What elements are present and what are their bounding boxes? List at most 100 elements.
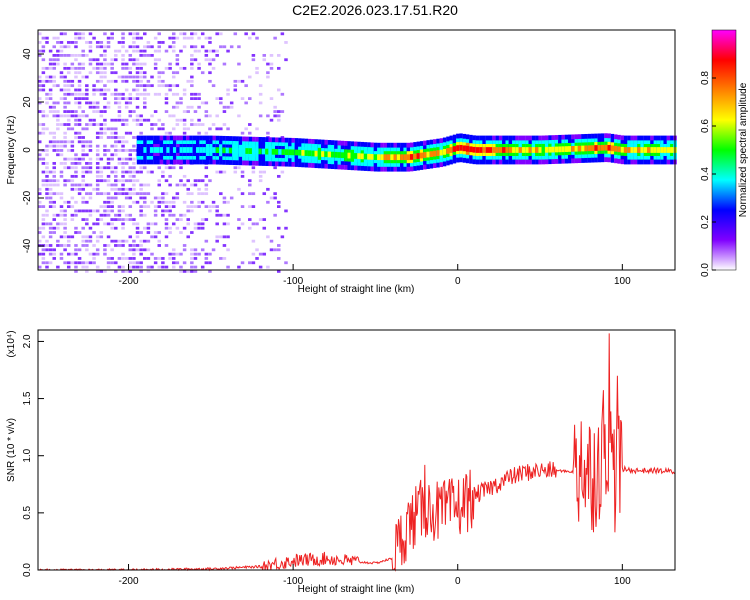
spectrogram-cell bbox=[103, 192, 107, 196]
spectrogram-cell bbox=[182, 32, 187, 36]
spectrogram-cell bbox=[74, 66, 78, 70]
spectrogram-ridge-cell bbox=[561, 146, 565, 153]
spectrogram-cell bbox=[157, 71, 161, 75]
spectrogram-cell bbox=[204, 239, 209, 243]
spectrogram-cell bbox=[114, 127, 118, 131]
spectrogram-cell bbox=[38, 252, 42, 256]
spectrogram-cell bbox=[70, 187, 75, 191]
spectrogram-cell bbox=[132, 118, 136, 122]
spectrogram-cell bbox=[128, 192, 133, 196]
y-tick-label: 0 bbox=[22, 147, 33, 153]
spectrogram-cell bbox=[103, 205, 107, 208]
spectrogram-ridge-cell bbox=[317, 150, 322, 157]
spectrogram-cell bbox=[106, 179, 111, 183]
spectrogram-cell bbox=[52, 105, 56, 109]
spectrogram-cell bbox=[132, 136, 136, 139]
spectrogram-cell bbox=[114, 239, 118, 243]
spectrogram-cell bbox=[110, 226, 114, 230]
spectrogram-ridge-cell bbox=[182, 147, 187, 153]
spectrogram-cell bbox=[153, 58, 158, 62]
spectrogram-cell bbox=[95, 136, 100, 139]
spectrogram-cell bbox=[211, 200, 216, 204]
spectrogram-cell bbox=[150, 222, 154, 226]
spectrogram-cell bbox=[52, 58, 56, 62]
spectrogram-cell bbox=[269, 248, 274, 252]
spectrogram-ridge-cell bbox=[492, 147, 496, 153]
spectrogram-cell bbox=[182, 244, 187, 247]
colorbar-label: Normalized spectral amplitude bbox=[738, 82, 749, 217]
spectrogram-cell bbox=[59, 192, 64, 196]
spectrogram-ridge-cell bbox=[666, 147, 671, 153]
spectrogram-ridge-cell bbox=[439, 149, 444, 156]
spectrogram-cell bbox=[132, 257, 136, 260]
spectrogram-cell bbox=[222, 123, 227, 126]
spectrogram-cell bbox=[70, 54, 75, 57]
spectrogram-cell bbox=[85, 127, 89, 131]
spectrogram-cell bbox=[135, 235, 140, 239]
spectrogram-cell bbox=[77, 36, 82, 40]
spectrogram-ridge-cell bbox=[587, 145, 592, 152]
spectrogram-cell bbox=[74, 97, 78, 100]
spectrogram-cell bbox=[74, 71, 78, 75]
spectrogram-cell bbox=[117, 110, 122, 113]
spectrogram-cell bbox=[143, 196, 147, 200]
spectrogram-cell bbox=[139, 66, 143, 70]
spectrogram-cell bbox=[70, 41, 75, 44]
spectrogram-cell bbox=[229, 101, 234, 105]
spectrogram-cell bbox=[124, 118, 129, 122]
spectrogram-cell bbox=[66, 127, 71, 131]
spectrogram-ridge-cell bbox=[363, 153, 368, 160]
spectrogram-cell bbox=[99, 88, 104, 92]
spectrogram-cell bbox=[273, 105, 277, 109]
spectrogram-cell bbox=[45, 179, 49, 183]
spectrogram-cell bbox=[56, 239, 60, 243]
spectrogram-cell bbox=[121, 192, 125, 196]
spectrogram-cell bbox=[164, 205, 169, 208]
spectrogram-ridge-cell bbox=[571, 145, 575, 152]
spectrogram-cell bbox=[269, 54, 274, 57]
spectrogram-cell bbox=[139, 187, 143, 191]
spectrogram-ridge-cell bbox=[630, 147, 634, 153]
spectrogram-cell bbox=[114, 192, 118, 196]
spectrogram-cell bbox=[95, 218, 100, 221]
spectrogram-ridge-cell bbox=[212, 147, 216, 153]
spectrogram-cell bbox=[103, 58, 107, 62]
spectrogram-cell bbox=[48, 140, 53, 144]
spectrogram-cell bbox=[208, 49, 212, 53]
spectrogram-cell bbox=[52, 131, 56, 135]
spectrogram-ridge-cell bbox=[271, 148, 276, 155]
spectrogram-cell bbox=[106, 41, 111, 44]
spectrogram-ridge-cell bbox=[202, 147, 206, 153]
spectrogram-cell bbox=[114, 136, 118, 139]
spectrogram-cell bbox=[85, 84, 89, 88]
spectrogram-cell bbox=[70, 62, 75, 66]
spectrogram-cell bbox=[175, 105, 180, 109]
spectrogram-cell bbox=[74, 170, 78, 174]
spectrogram-cell bbox=[103, 66, 107, 70]
spectrogram-cell bbox=[190, 84, 194, 88]
spectrogram-cell bbox=[269, 66, 274, 70]
spectrogram-cell bbox=[204, 131, 209, 135]
spectrogram-ridge-cell bbox=[199, 147, 203, 153]
spectrogram-cell bbox=[70, 84, 75, 88]
spectrogram-cell bbox=[233, 166, 238, 170]
spectrogram-ridge-cell bbox=[452, 146, 457, 152]
spectrogram-cell bbox=[52, 54, 56, 57]
spectrogram-ridge-cell bbox=[350, 152, 355, 159]
spectrogram-cell bbox=[146, 265, 151, 269]
x-tick-label: -200 bbox=[119, 276, 139, 287]
spectrogram-cell bbox=[193, 45, 198, 49]
spectrogram-cell bbox=[45, 153, 49, 157]
spectrogram-ridge-cell bbox=[541, 147, 546, 153]
spectrogram-cell bbox=[48, 58, 53, 62]
spectrogram-cell bbox=[226, 200, 230, 204]
spectrogram-cell bbox=[244, 127, 248, 131]
spectrogram-cell bbox=[161, 257, 165, 260]
spectrogram-cell bbox=[121, 58, 125, 62]
spectrogram-cell bbox=[74, 123, 78, 126]
spectrogram-cell bbox=[128, 166, 133, 170]
spectrogram-cell bbox=[77, 261, 82, 265]
spectrogram-cell bbox=[208, 261, 212, 265]
spectrogram-cell bbox=[171, 92, 176, 96]
spectrogram-cell bbox=[128, 149, 133, 152]
